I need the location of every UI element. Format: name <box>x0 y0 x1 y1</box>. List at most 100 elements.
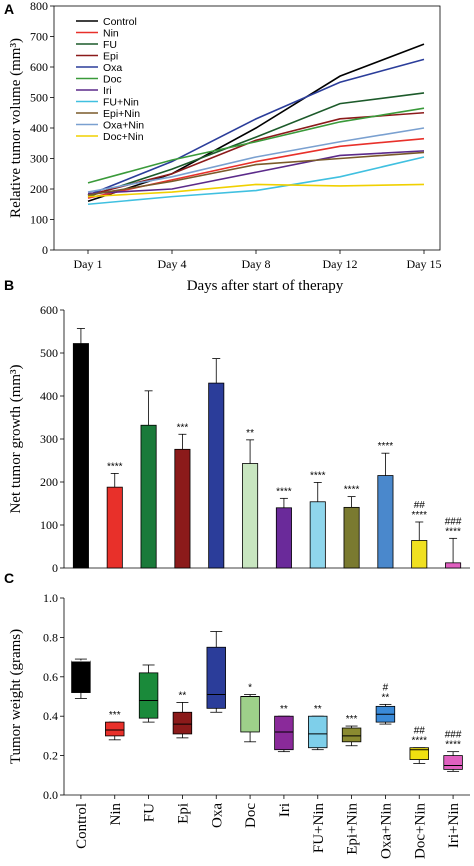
panel-b-y-tick-label: 500 <box>40 346 58 360</box>
panel-a-y-tick-label: 400 <box>30 121 48 135</box>
panel-c-letter: C <box>4 570 14 586</box>
panel-b-y-axis-label: Net tumor growth (mm³) <box>8 364 24 513</box>
box-epi-plus-nin <box>341 727 362 743</box>
panel-a-y-tick-label: 300 <box>30 152 48 166</box>
legend-label-control: Control <box>103 16 137 28</box>
significance-label-iri: **** <box>276 486 292 497</box>
panel-a-x-tick-label: Day 15 <box>407 257 442 271</box>
panel-b-y-tick-label: 100 <box>40 518 58 532</box>
panel-c-x-tick-label-epi: Epi <box>175 803 191 824</box>
legend-label-fu: FU <box>103 39 117 51</box>
bar-iri <box>275 507 292 569</box>
significance-label-oxa-plus-nin: **** <box>378 441 394 452</box>
panel-c-x-tick-label-fu-plus-nin: FU+Nin <box>311 803 327 854</box>
significance-label-epi: ** <box>179 690 187 701</box>
box-fu <box>138 672 159 719</box>
panel-a-y-tick-label: 200 <box>30 182 48 196</box>
significance-label-doc: * <box>248 683 252 694</box>
series-line-oxa <box>87 58 425 196</box>
series-line-doc <box>87 107 425 184</box>
significance-label-iri-plus-nin: **** <box>445 526 461 537</box>
panel-b-bar-chart: B 0 100 200 300 400 500 600 Net tumor growth (mm… <box>4 277 470 575</box>
significance-label-epi-plus-nin: *** <box>346 714 358 725</box>
panel-c-x-tick-label-doc-plus-nin: Doc+Nin <box>412 803 428 859</box>
panel-a-line-chart: A 0 100 200 300 400 500 600 700 800 Day 1 Day 4 Day … <box>4 0 442 294</box>
significance-label-doc-plus-nin: **** <box>411 736 427 747</box>
significance-label-fu-plus-nin: **** <box>310 470 326 481</box>
panel-b-y-tick-label: 0 <box>52 561 58 575</box>
significance-label-oxa-plus-nin: # <box>383 682 389 693</box>
significance-label-doc: ** <box>246 428 254 439</box>
series-line-epi-plus-nin <box>87 151 425 196</box>
bar-oxa-plus-nin <box>377 475 394 569</box>
legend-label-fu-plus-nin: FU+Nin <box>103 97 139 109</box>
legend-label-oxa-plus-nin: Oxa+Nin <box>103 120 144 132</box>
significance-label-iri-plus-nin: **** <box>445 740 461 751</box>
box-iri <box>274 715 294 751</box>
significance-label-iri-plus-nin: ### <box>445 516 462 527</box>
panel-a-x-tick-label: Day 12 <box>323 257 358 271</box>
box-iri-plus-nin <box>443 755 463 770</box>
significance-label-doc-plus-nin: **** <box>411 510 427 521</box>
panel-c-y-tick-label: 0.0 <box>43 788 58 802</box>
bar-doc-plus-nin <box>411 540 428 569</box>
panel-b-y-tick-label: 300 <box>40 432 58 446</box>
legend-label-epi-plus-nin: Epi+Nin <box>103 108 140 120</box>
panel-a-y-tick-label: 0 <box>42 243 48 257</box>
bar-fu-plus-nin <box>309 501 326 569</box>
panel-c-x-tick-label-iri: Iri <box>277 803 293 817</box>
panel-c-y-tick-label: 1.0 <box>43 591 58 605</box>
significance-label-epi-plus-nin: **** <box>344 485 360 496</box>
panel-b-y-tick-label: 600 <box>40 303 58 317</box>
significance-label-iri: ** <box>280 704 288 715</box>
bar-epi-plus-nin <box>343 506 360 569</box>
bar-iri-plus-nin <box>445 562 462 569</box>
bar-doc <box>242 463 259 569</box>
panel-c-y-tick-label: 0.2 <box>43 749 58 763</box>
panel-b-letter: B <box>4 277 14 293</box>
panel-a-y-tick-label: 700 <box>30 30 48 44</box>
panel-c-y-axis-label: Tumor weight (grams) <box>8 629 24 764</box>
box-doc <box>240 696 260 733</box>
box-fu-plus-nin <box>308 715 328 749</box>
bar-oxa <box>208 382 225 569</box>
panel-a-x-tick-label: Day 1 <box>74 257 103 271</box>
panel-c-y-tick-label: 0.8 <box>43 630 58 644</box>
legend-label-oxa: Oxa <box>103 62 122 74</box>
significance-label-doc-plus-nin: ## <box>414 726 426 737</box>
bar-fu <box>140 424 157 569</box>
panel-b-y-tick-label: 400 <box>40 389 58 403</box>
bar-control <box>72 343 89 569</box>
box-oxa <box>206 646 226 709</box>
panel-a-y-tick-label: 800 <box>30 0 48 13</box>
panel-a-y-axis-label: Relative tumor volume (mm³) <box>8 38 24 218</box>
box-epi <box>172 711 193 735</box>
panel-c-y-tick-label: 0.6 <box>43 670 58 684</box>
panel-c-x-tick-label-fu: FU <box>142 803 158 822</box>
series-line-iri <box>87 150 425 195</box>
bar-epi <box>174 448 191 569</box>
legend-label-doc: Doc <box>103 74 122 86</box>
panel-a-y-tick-label: 500 <box>30 91 48 105</box>
panel-c-box-plot: C 0.0 0.2 0.4 0.6 0.8 1.0 Tumor weight (grams) C… <box>4 570 470 859</box>
significance-label-epi: *** <box>177 422 189 433</box>
series-line-control <box>87 43 425 202</box>
bar-nin <box>106 486 123 569</box>
panel-a-x-axis-label: Days after start of therapy <box>187 278 344 294</box>
panel-b-y-tick-label: 200 <box>40 475 58 489</box>
panel-c-y-tick-label: 0.4 <box>43 709 58 723</box>
series-line-fu <box>87 92 425 198</box>
series-line-fu-plus-nin <box>87 156 425 206</box>
panel-a-y-tick-label: 600 <box>30 60 48 74</box>
panel-a-letter: A <box>4 1 14 17</box>
legend-label-iri: Iri <box>103 85 112 97</box>
legend-label-epi: Epi <box>103 51 118 63</box>
significance-label-doc-plus-nin: ## <box>414 500 426 511</box>
panel-a-x-tick-label: Day 8 <box>242 257 271 271</box>
box-doc-plus-nin <box>409 747 429 760</box>
series-line-doc-plus-nin <box>87 183 425 198</box>
legend-label-nin: Nin <box>103 28 119 40</box>
panel-c-x-tick-label-nin: Nin <box>108 803 124 826</box>
panel-a-x-tick-label: Day 4 <box>158 257 187 271</box>
